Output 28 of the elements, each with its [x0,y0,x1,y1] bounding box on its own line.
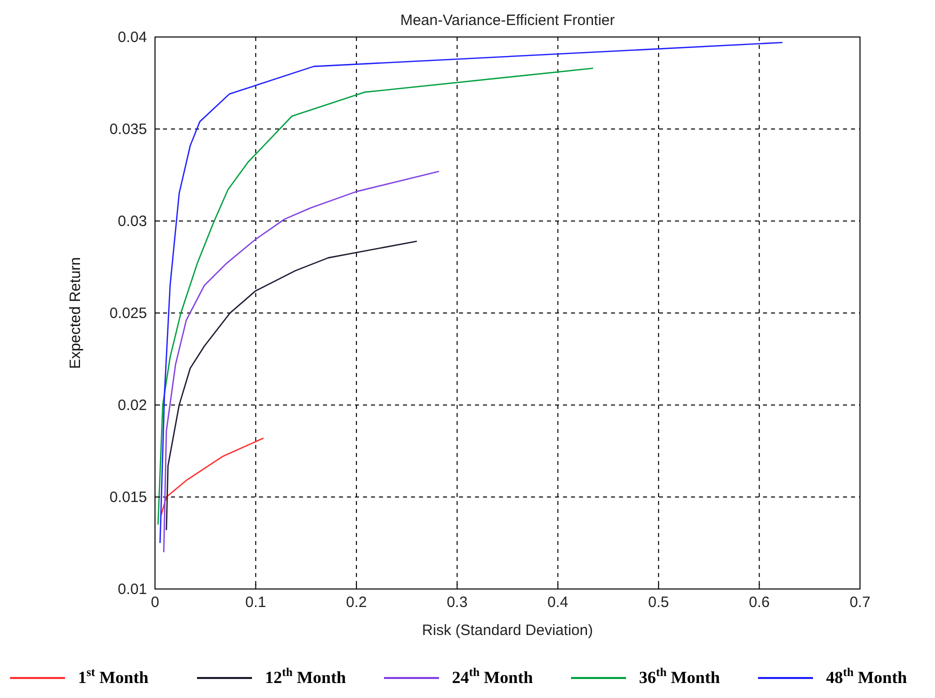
y-tick-label: 0.03 [118,213,147,230]
y-tick-label: 0.01 [118,581,147,598]
x-tick-label: 0.2 [346,594,367,611]
line-series [159,42,784,544]
legend-label: 12$^{th}$ Month [265,665,346,687]
legend-label: 36$^{th}$ Month [639,665,720,687]
y-axis-title: Expected Return [67,257,84,369]
legend-label: 24$^{th}$ Month [452,665,534,687]
y-tick-label: 0.035 [109,121,147,138]
line-series [157,68,594,526]
line-series [166,240,418,531]
x-tick-label: 0 [150,594,160,611]
x-tick-label: 0.5 [648,594,669,611]
x-tick-label: 0.6 [748,594,770,611]
y-tick-label: 0.04 [118,29,147,46]
y-tick-label: 0.015 [109,489,147,506]
x-tick-label: 0.7 [850,594,870,611]
legend-label: 1$^{st}$ Month [78,665,150,687]
line-series [163,170,440,553]
line-series [160,437,264,516]
x-tick-label: 0.4 [547,594,568,611]
x-axis-title: Risk (Standard Deviation) [422,622,593,639]
x-tick-label: 0.3 [446,594,468,611]
x-tick-label: 0.1 [245,594,266,611]
y-tick-label: 0.025 [109,305,147,322]
legend-label: 48$^{th}$ Month [826,665,908,687]
chart-title: Mean-Variance-Efficient Frontier [400,12,615,29]
y-tick-label: 0.02 [118,397,147,414]
